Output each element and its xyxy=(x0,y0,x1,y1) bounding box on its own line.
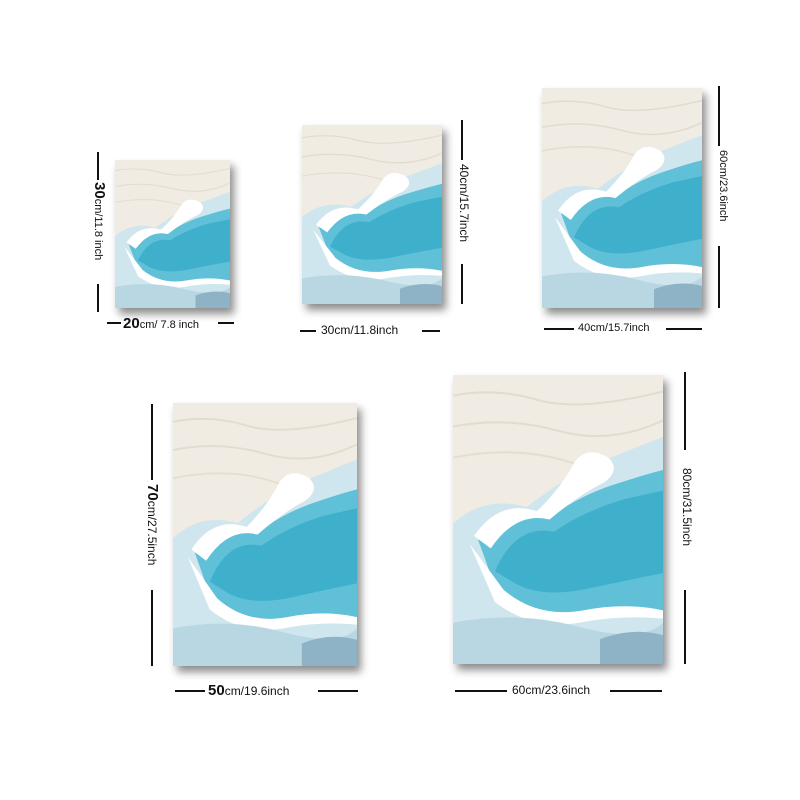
painting-image xyxy=(302,125,442,304)
painting-40x60 xyxy=(542,88,702,308)
width-dimension-label: 20cm/ 7.8 inch xyxy=(123,315,199,332)
painting-60x80 xyxy=(453,375,663,664)
painting-image xyxy=(453,375,663,664)
painting-image xyxy=(542,88,702,308)
width-dimension-line-right xyxy=(218,322,234,324)
painting-20x30 xyxy=(115,160,230,308)
height-dimension-line-top xyxy=(718,86,720,146)
height-dimension-label: 30cm/11.8 inch xyxy=(91,182,108,261)
painting-image xyxy=(115,160,230,308)
height-dimension-line-bottom xyxy=(461,264,463,304)
width-dimension-line-right xyxy=(610,690,662,692)
height-dimension-line-bottom xyxy=(151,590,153,666)
painting-50x70 xyxy=(173,403,357,666)
painting-30x40 xyxy=(302,125,442,304)
height-dimension-line-bottom xyxy=(684,590,686,664)
height-dimension-line-top xyxy=(684,372,686,450)
height-dimension-label: 80cm/31.5inch xyxy=(680,468,694,547)
height-dimension-line-top xyxy=(461,120,463,160)
height-dimension-line-bottom xyxy=(718,246,720,308)
height-dimension-label: 60cm/23.6inch xyxy=(717,150,729,222)
width-dimension-line-left xyxy=(544,328,574,330)
width-dimension-line-left xyxy=(175,690,205,692)
width-dimension-label: 40cm/15.7inch xyxy=(578,322,650,334)
width-dimension-label: 30cm/11.8inch xyxy=(321,323,399,337)
height-dimension-line-bottom xyxy=(97,284,99,312)
height-dimension-line-top xyxy=(151,404,153,480)
width-dimension-label: 60cm/23.6inch xyxy=(512,683,591,697)
height-dimension-label: 70cm/27.5inch xyxy=(144,484,161,566)
width-dimension-line-right xyxy=(422,330,440,332)
width-dimension-label: 50cm/19.6inch xyxy=(208,682,290,699)
width-dimension-line-left xyxy=(107,322,121,324)
width-dimension-line-left xyxy=(300,330,316,332)
height-dimension-label: 40cm/15.7inch xyxy=(457,164,471,243)
painting-image xyxy=(173,403,357,666)
width-dimension-line-right xyxy=(318,690,358,692)
width-dimension-line-right xyxy=(666,328,702,330)
width-dimension-line-left xyxy=(455,690,507,692)
height-dimension-line-top xyxy=(97,152,99,180)
